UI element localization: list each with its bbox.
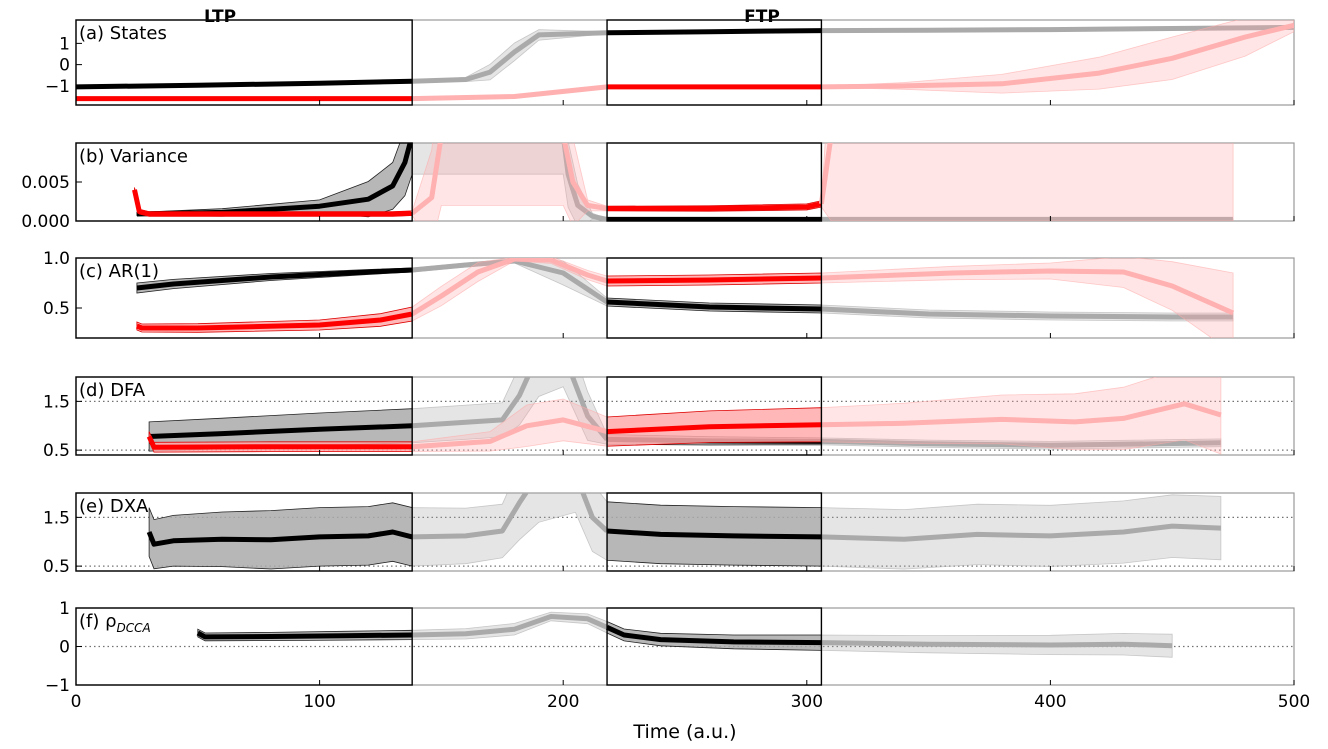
window-frame xyxy=(75,19,413,106)
plot-area xyxy=(135,258,1235,338)
series-line xyxy=(412,614,609,638)
ltp-header: LTP xyxy=(204,7,236,27)
plot-area xyxy=(76,493,1294,570)
window-frame xyxy=(75,376,413,456)
y-tick-label: 0.000 xyxy=(21,212,70,232)
series-line xyxy=(136,267,413,291)
y-tick-label: 0.5 xyxy=(43,441,70,461)
window-frame xyxy=(606,257,823,339)
panel-d: 1.5 0.5 (d) DFA xyxy=(43,376,1295,461)
series-line xyxy=(76,78,413,90)
plot-area xyxy=(132,143,1234,221)
panel-title: (a) States xyxy=(79,23,167,44)
y-tick-label: −1 xyxy=(45,676,70,696)
y-tick-label: 0 xyxy=(59,56,70,76)
series-line xyxy=(412,84,608,102)
series-line xyxy=(606,528,822,540)
series-line xyxy=(412,493,609,540)
x-tick-label: 0 xyxy=(71,692,82,712)
series-line xyxy=(606,299,822,312)
y-tick-label: 1.5 xyxy=(43,392,70,412)
panel-b: 0.005 0.000 (b) Variance xyxy=(21,142,1295,232)
series-line xyxy=(606,275,822,284)
series-line xyxy=(821,640,1173,649)
window-frame xyxy=(606,376,823,456)
x-tick-label: 200 xyxy=(547,692,579,712)
y-tick-label: 1.5 xyxy=(43,508,70,528)
panel-a: 10−1 (a) States xyxy=(45,19,1295,106)
y-tick-label: 1 xyxy=(59,34,70,54)
series-line xyxy=(412,417,608,450)
series-line xyxy=(821,523,1222,542)
series-line xyxy=(410,258,608,317)
series-line xyxy=(149,423,413,439)
window-frame xyxy=(75,492,413,572)
series-band xyxy=(821,20,1294,94)
panel-f: 1 0 −1 (f) ρDCCA xyxy=(45,599,1295,696)
panel-title-subscript: DCCA xyxy=(117,621,151,635)
panel-e: 1.5 0.5 (e) DXA xyxy=(43,492,1295,577)
series-line xyxy=(821,306,1234,320)
panel-title: (d) DFA xyxy=(79,380,146,401)
series-line xyxy=(146,435,413,450)
panel-title: (f) ρDCCA xyxy=(79,611,151,635)
series-line xyxy=(561,143,608,221)
window-frame xyxy=(606,19,823,106)
plot-area xyxy=(76,611,1294,658)
series-line xyxy=(412,377,609,441)
series-line xyxy=(821,24,1294,34)
x-tick-label: 400 xyxy=(1034,692,1066,712)
series-line xyxy=(821,268,1235,316)
series-band xyxy=(821,494,1222,570)
y-tick-label: 0.5 xyxy=(43,557,70,577)
series-line xyxy=(135,311,413,331)
series-line xyxy=(606,422,822,435)
series-line xyxy=(821,22,1294,90)
series-band xyxy=(821,258,1234,338)
y-tick-label: 1.0 xyxy=(43,249,70,269)
x-tick-label: 100 xyxy=(303,692,335,712)
series-line xyxy=(146,529,413,547)
series-band xyxy=(821,377,1222,455)
panel-title: (c) AR(1) xyxy=(79,261,159,282)
series-line xyxy=(132,189,413,217)
y-tick-label: 0 xyxy=(59,638,70,658)
panel-title: (b) Variance xyxy=(79,146,188,167)
panel-c: 1.0 0.5 (c) AR(1) xyxy=(43,249,1295,339)
window-frame xyxy=(606,142,823,222)
y-tick-label: 0.5 xyxy=(43,299,70,319)
y-tick-label: 0.005 xyxy=(21,173,70,193)
series-line xyxy=(606,28,822,36)
panel-title: (e) DXA xyxy=(79,496,149,517)
series-line xyxy=(412,30,608,84)
series-line xyxy=(607,201,822,211)
series-line xyxy=(196,630,413,640)
series-line xyxy=(821,401,1222,428)
ftp-header: FTP xyxy=(744,7,780,27)
window-frame xyxy=(75,257,413,339)
x-tick-label: 300 xyxy=(791,692,823,712)
plot-area xyxy=(76,377,1294,455)
series-line xyxy=(818,143,833,205)
window-frame xyxy=(606,492,823,572)
y-tick-label: 1 xyxy=(59,599,70,619)
x-axis-label: Time (a.u.) xyxy=(632,721,736,743)
plot-area xyxy=(76,20,1294,102)
series-line xyxy=(410,143,608,216)
x-tick-label: 500 xyxy=(1278,692,1310,712)
y-tick-label: −1 xyxy=(45,77,70,97)
series-line xyxy=(605,625,822,646)
window-frame xyxy=(606,607,823,686)
